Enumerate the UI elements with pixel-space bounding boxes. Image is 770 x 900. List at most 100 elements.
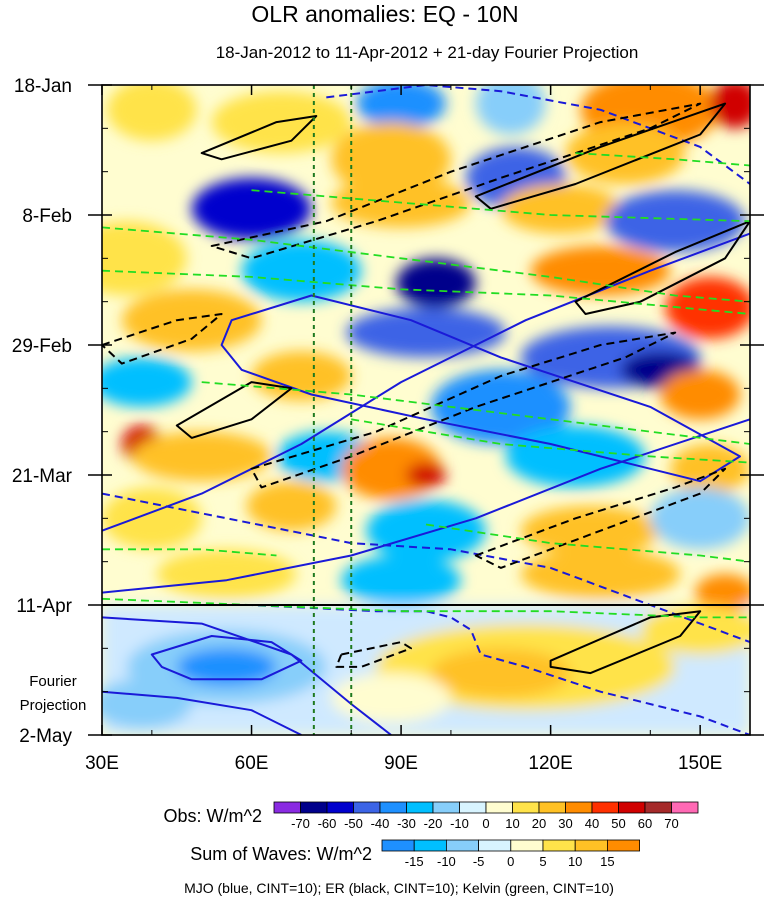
- contour-kelvin-9: [575, 152, 750, 167]
- anomaly-patch: [121, 289, 262, 352]
- contour-er-neg-4: [175, 381, 293, 439]
- anomaly-patch: [341, 555, 461, 605]
- x-tick-label: 150E: [678, 753, 722, 774]
- contour-mjo-neg-proj: [150, 635, 303, 681]
- contour-er-neg-1: [200, 115, 318, 161]
- obs-colorbar-swatch: [459, 801, 487, 814]
- contour-er-pos-1: [210, 102, 702, 260]
- anomaly-patch: [102, 357, 192, 407]
- obs-colorbar-label: -10: [450, 816, 469, 831]
- anomaly-patch: [406, 462, 446, 488]
- anomaly-patch: [251, 351, 352, 401]
- obs-colorbar-label: -20: [424, 816, 443, 831]
- obs-colorbar-swatch: [326, 801, 354, 814]
- legend-footnote: MJO (blue, CINT=10); ER (black, CINT=10)…: [184, 880, 614, 896]
- obs-colorbar-label: 10: [505, 816, 519, 831]
- obs-colorbar-title: Obs: W/m^2: [164, 806, 262, 826]
- obs-colorbar-swatch: [432, 801, 460, 814]
- obs-colorbar-swatch: [300, 801, 328, 814]
- obs-colorbar-swatch: [273, 801, 301, 814]
- y-tick-label: 29-Feb: [12, 336, 72, 357]
- contour-kelvin-7: [425, 523, 750, 563]
- obs-colorbar-label: -30: [397, 816, 416, 831]
- y-tick-label: 2-May: [19, 726, 72, 747]
- waves-colorbar-title: Sum of Waves: W/m^2: [190, 844, 372, 864]
- contour-mjo-neg-1: [102, 232, 750, 532]
- waves-colorbar-swatch: [574, 839, 608, 852]
- obs-colorbar-swatch: [353, 801, 381, 814]
- contour-mjo-neg-2: [102, 418, 750, 594]
- anomaly-patch: [505, 425, 646, 488]
- chart-subtitle: 18-Jan-2012 to 11-Apr-2012 + 21-day Four…: [216, 43, 639, 62]
- waves-colorbar-label: -10: [437, 854, 456, 869]
- obs-colorbar-label: 0: [482, 816, 489, 831]
- anomaly-patch: [131, 431, 272, 482]
- obs-colorbar-label: 60: [638, 816, 652, 831]
- anomaly-patch: [430, 369, 571, 445]
- waves-colorbar-swatch: [607, 839, 641, 852]
- anomaly-patch: [665, 276, 750, 339]
- anomaly-patch: [241, 239, 362, 302]
- obs-colorbar-swatch: [644, 801, 672, 814]
- waves-colorbar-label: -15: [405, 854, 424, 869]
- anomaly-patch: [565, 122, 686, 185]
- anomaly-patch: [500, 184, 621, 234]
- contour-er-pos-3: [474, 467, 727, 569]
- projection-patch: [331, 673, 451, 723]
- waves-colorbar: -15 -10 -5 0 5 10 15: [381, 839, 641, 869]
- waves-colorbar-swatch: [445, 839, 479, 852]
- obs-colorbar-label: 30: [558, 816, 572, 831]
- waves-colorbar-label: -5: [473, 854, 485, 869]
- obs-colorbar-swatch: [671, 801, 699, 814]
- y-tick-label: 8-Feb: [22, 206, 72, 227]
- chart-title: OLR anomalies: EQ - 10N: [251, 1, 518, 27]
- x-tick-label: 120E: [528, 753, 572, 774]
- obs-colorbar-swatch: [485, 801, 513, 814]
- waves-colorbar-label: 10: [568, 854, 582, 869]
- contour-kelvin-6: [102, 597, 750, 619]
- obs-colorbar-swatch: [538, 801, 566, 814]
- contour-kelvin-5: [102, 548, 277, 557]
- obs-colorbar-label: -60: [318, 816, 337, 831]
- waves-colorbar-swatch: [381, 839, 415, 852]
- anomaly-patch: [710, 85, 750, 129]
- anomaly-patch: [475, 85, 546, 135]
- anomaly-patch: [331, 122, 451, 197]
- obs-colorbar-label: -40: [371, 816, 390, 831]
- waves-colorbar-label: 0: [507, 854, 514, 869]
- x-tick-label: 60E: [235, 753, 269, 774]
- anomaly-patch: [106, 85, 197, 141]
- contour-mjo-pos-2: [102, 604, 750, 735]
- x-tick-label: 90E: [384, 753, 418, 774]
- plot-frame: [101, 84, 751, 736]
- projection-patch: [430, 648, 571, 698]
- anomaly-patch: [650, 487, 750, 550]
- waves-colorbar-swatch: [478, 839, 512, 852]
- obs-colorbar-swatch: [379, 801, 407, 814]
- obs-colorbar-label: 20: [532, 816, 546, 831]
- anomaly-patch: [695, 574, 750, 612]
- waves-colorbar-swatch: [413, 839, 447, 852]
- contour-er-neg-2: [474, 102, 727, 210]
- anomaly-patch: [346, 307, 506, 358]
- contour-er-neg-5: [549, 610, 702, 675]
- contour-kelvin-1: [102, 226, 750, 303]
- contour-mjo-neg-proj-2: [102, 690, 302, 735]
- projection-label-line1: Fourier: [29, 673, 77, 690]
- obs-colorbar-label: 40: [585, 816, 599, 831]
- obs-colorbar-label: 70: [664, 816, 678, 831]
- plot-area: 30E 60E 90E 120E 150E 18-Jan 8-Feb 29-Feb 21-Mar…: [12, 76, 764, 774]
- projection-label-line2: Projection: [20, 697, 87, 714]
- anomaly-patch: [156, 549, 297, 599]
- axes: 30E 60E 90E 120E 150E 18-Jan 8-Feb 29-Feb 21-Mar…: [12, 76, 764, 774]
- anomaly-patch: [530, 245, 671, 296]
- anomaly-patch: [102, 221, 187, 296]
- waves-colorbar-swatch: [542, 839, 576, 852]
- projection-patch: [102, 679, 192, 729]
- anomaly-patch: [191, 177, 312, 240]
- obs-colorbar: -70 -60 -50 -40 -30 -20 -10 0 10 20 30 40 50 60 70: [273, 801, 699, 831]
- contour-er-pos-2: [250, 331, 677, 489]
- waves-colorbar-label: 5: [539, 854, 546, 869]
- contour-kelvin-2: [102, 269, 750, 315]
